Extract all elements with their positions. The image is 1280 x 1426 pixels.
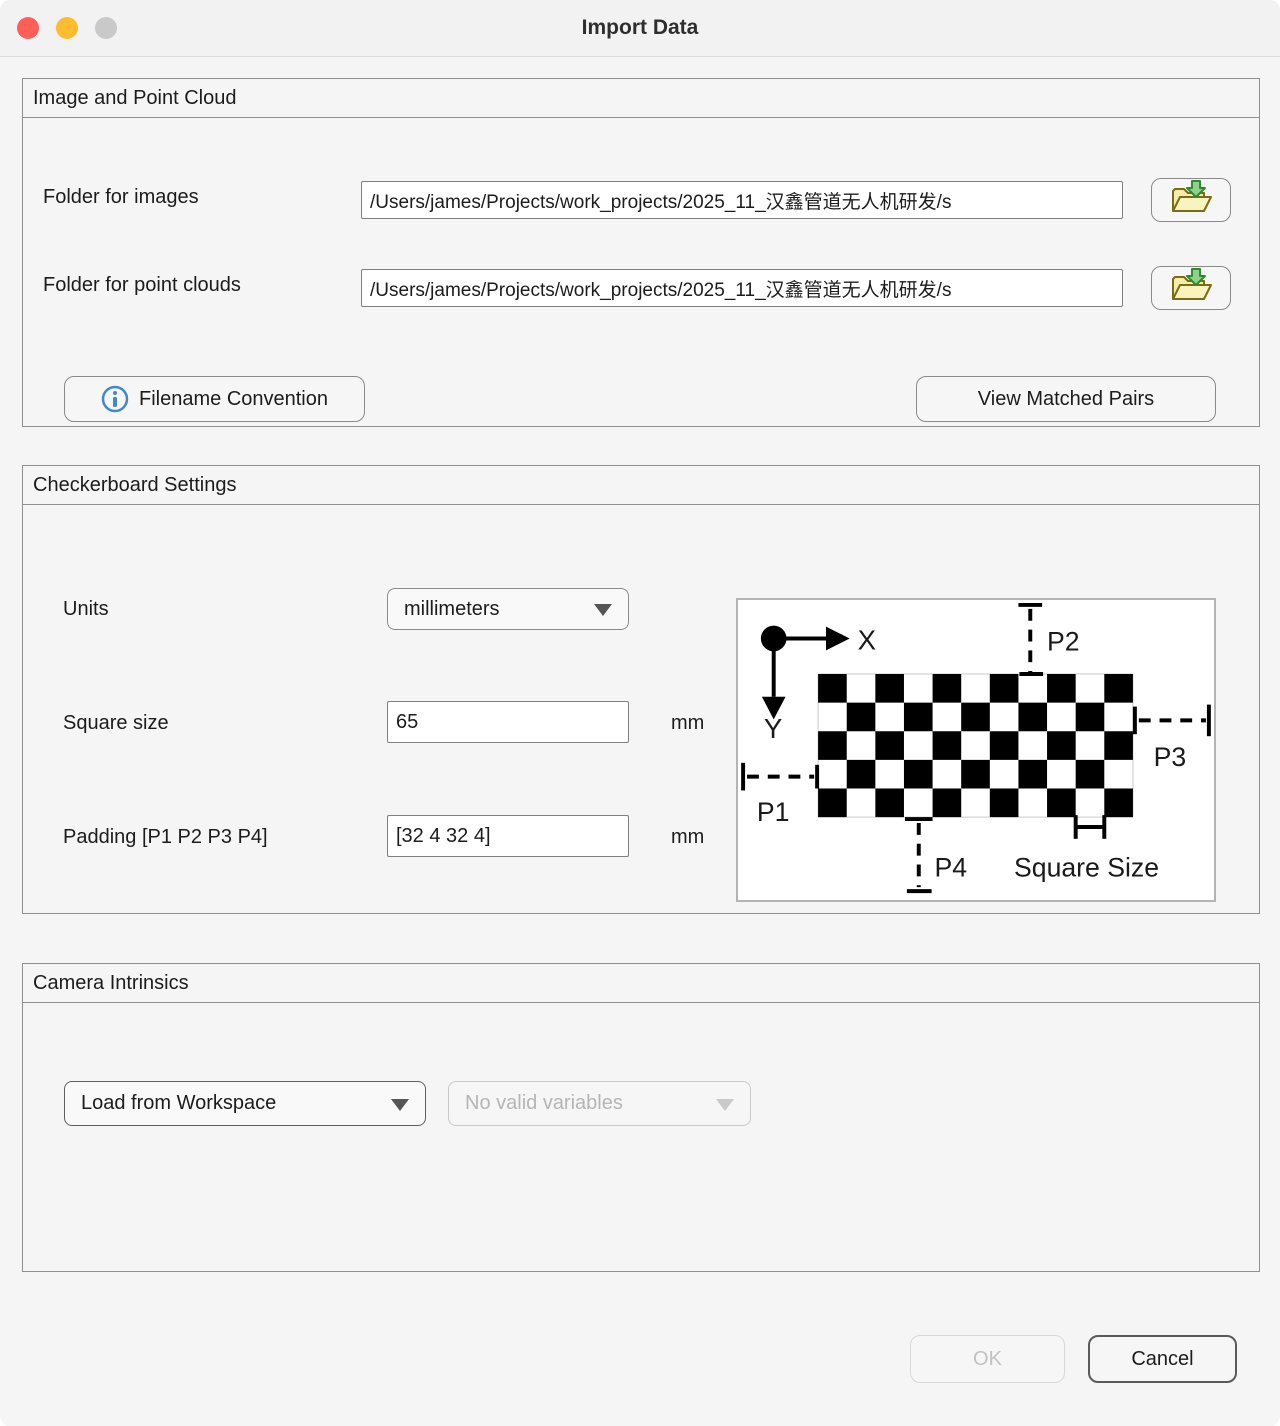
checkerboard-grid	[818, 674, 1133, 818]
view-matched-pairs-label: View Matched Pairs	[977, 387, 1155, 410]
units-dropdown[interactable]: millimeters	[387, 588, 629, 630]
folder-point-clouds-input[interactable]: /Users/james/Projects/work_projects/2025…	[361, 269, 1123, 307]
square-size-label: Square size	[63, 712, 169, 734]
chevron-down-icon	[716, 1098, 734, 1111]
p4-label: P4	[935, 852, 968, 882]
section-title: Image and Point Cloud	[23, 79, 1259, 118]
browse-images-button[interactable]	[1151, 178, 1231, 222]
p2-dimension	[1018, 602, 1044, 676]
minimize-button[interactable]	[56, 17, 78, 39]
p3-label: P3	[1154, 742, 1187, 772]
units-value: millimeters	[404, 597, 500, 620]
p2-label: P2	[1047, 626, 1080, 656]
x-axis-label: X	[858, 624, 876, 655]
intrinsics-variable-dropdown[interactable]: No valid variables	[448, 1081, 751, 1126]
browse-point-clouds-button[interactable]	[1151, 266, 1231, 310]
chevron-down-icon	[391, 1098, 409, 1111]
checkerboard-board	[817, 673, 1134, 818]
window-title: Import Data	[581, 16, 699, 39]
p1-dimension	[741, 762, 820, 791]
p3-dimension	[1132, 704, 1211, 737]
folder-open-icon	[1168, 179, 1214, 221]
section-title: Camera Intrinsics	[23, 964, 1259, 1003]
padding-input[interactable]: [32 4 32 4]	[387, 815, 629, 857]
section-image-point-cloud: Image and Point Cloud Folder for images …	[22, 78, 1260, 427]
folder-point-clouds-label: Folder for point clouds	[43, 274, 241, 296]
zoom-button[interactable]	[95, 17, 117, 39]
y-axis-label: Y	[764, 713, 782, 744]
padding-label: Padding [P1 P2 P3 P4]	[63, 826, 268, 848]
p4-dimension	[904, 817, 933, 894]
origin-marker	[760, 625, 787, 652]
x-axis-arrow	[773, 626, 850, 651]
title-bar: Import Data	[0, 0, 1280, 57]
units-label: Units	[63, 598, 109, 620]
y-axis-arrow	[761, 638, 786, 720]
intrinsics-source-dropdown[interactable]: Load from Workspace	[64, 1081, 426, 1126]
padding-unit: mm	[671, 826, 705, 848]
section-title: Checkerboard Settings	[23, 466, 1259, 505]
view-matched-pairs-button[interactable]: View Matched Pairs	[916, 376, 1216, 422]
folder-images-input[interactable]: /Users/james/Projects/work_projects/2025…	[361, 181, 1123, 219]
intrinsics-source-value: Load from Workspace	[81, 1092, 277, 1114]
section-camera-intrinsics: Camera Intrinsics Load from Workspace No…	[22, 963, 1260, 1272]
square-size-input[interactable]: 65	[387, 701, 629, 743]
square-size-diagram-label: Square Size	[1014, 852, 1159, 882]
folder-open-icon	[1168, 267, 1214, 309]
filename-convention-button[interactable]: Filename Convention	[64, 376, 365, 422]
folder-images-label: Folder for images	[43, 186, 199, 208]
intrinsics-variable-value: No valid variables	[465, 1092, 623, 1114]
filename-convention-label: Filename Convention	[139, 387, 328, 410]
p1-label: P1	[757, 797, 790, 827]
section-checkerboard-settings: Checkerboard Settings Units millimeters …	[22, 465, 1260, 914]
ok-button[interactable]: OK	[910, 1335, 1065, 1383]
checkerboard-diagram: X Y P2	[736, 598, 1216, 902]
square-size-unit: mm	[671, 712, 705, 734]
square-size-bracket	[1073, 815, 1107, 839]
cancel-button[interactable]: Cancel	[1088, 1335, 1237, 1383]
close-button[interactable]	[17, 17, 39, 39]
chevron-down-icon	[594, 604, 612, 616]
info-icon	[101, 385, 129, 413]
